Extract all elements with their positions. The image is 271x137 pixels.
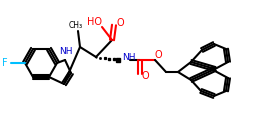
Text: NH: NH [59,46,73,55]
Text: O: O [116,18,124,28]
Text: O: O [141,71,149,81]
Text: F: F [2,58,8,68]
Text: CH₃: CH₃ [69,21,83,29]
Text: O: O [154,50,162,60]
Text: HO: HO [86,17,102,27]
Text: NH: NH [122,52,136,62]
